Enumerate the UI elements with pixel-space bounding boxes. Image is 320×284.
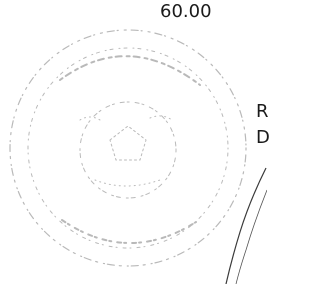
seal-marks [80, 116, 172, 186]
seal [10, 30, 246, 266]
seal-inner-ring [28, 48, 228, 248]
text-fragment: R [256, 102, 269, 122]
text-fragment: D [256, 128, 270, 148]
seal-arc-text [62, 220, 196, 243]
seal-emblem [110, 126, 146, 160]
signature-stroke [226, 168, 266, 284]
seal-outer-ring [10, 30, 246, 266]
seal-arc-text [60, 56, 200, 85]
seal-center-ring [80, 102, 176, 198]
page: {"amount": "60.00", "fragments": ["R", "… [0, 0, 267, 284]
amount: 60.00 [160, 2, 212, 22]
signature-stroke [236, 190, 267, 284]
stamp-scan [0, 0, 267, 284]
